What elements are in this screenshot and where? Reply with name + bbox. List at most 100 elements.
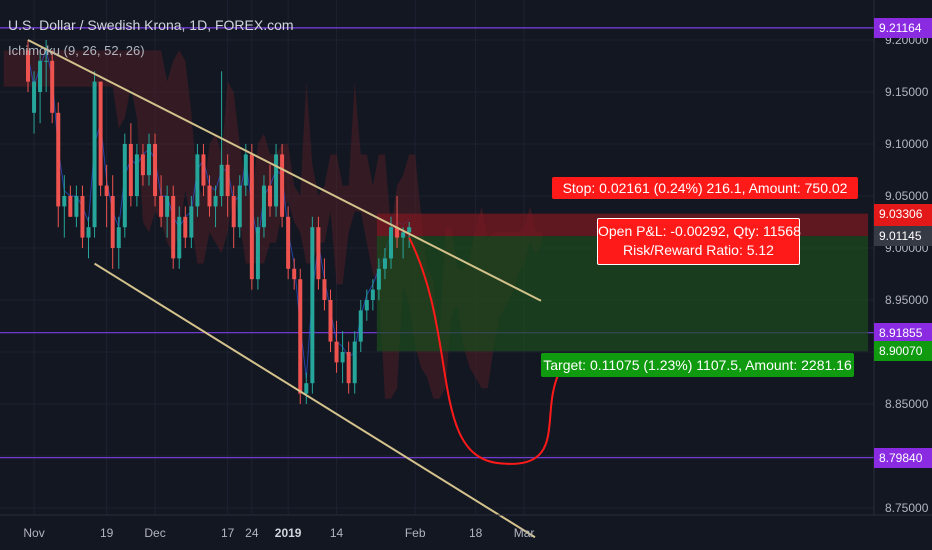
candles bbox=[26, 40, 412, 404]
channel-lines bbox=[27, 39, 542, 539]
price-tag: 8.91855 bbox=[874, 322, 932, 343]
candle-body bbox=[237, 185, 242, 228]
candle-body bbox=[261, 185, 266, 228]
candle-body bbox=[376, 268, 381, 290]
candle-body bbox=[50, 60, 55, 113]
pnl-box[interactable]: Open P&L: -0.00292, Qty: 11568 Risk/Rewa… bbox=[597, 218, 801, 265]
time-tick-label: Feb bbox=[404, 526, 426, 540]
candle-body bbox=[370, 289, 375, 300]
candle-body bbox=[26, 50, 30, 82]
candle-body bbox=[201, 154, 206, 186]
candle-body bbox=[389, 227, 393, 259]
price-tick-label: 9.05000 bbox=[885, 189, 929, 203]
candle-body bbox=[322, 279, 327, 300]
candle-body bbox=[38, 60, 43, 92]
price-tick-label: 9.15000 bbox=[885, 85, 929, 99]
candle-body bbox=[401, 232, 406, 238]
time-tick-label: Mar bbox=[513, 526, 535, 540]
candle-body bbox=[213, 196, 218, 207]
candle-body bbox=[407, 227, 412, 233]
candle-body bbox=[207, 185, 212, 207]
candle-body bbox=[44, 60, 49, 62]
candle-body bbox=[274, 154, 279, 207]
candle-body bbox=[122, 144, 127, 228]
time-tick-label: 17 bbox=[220, 526, 235, 540]
chart-title: U.S. Dollar / Swedish Krona, 1D, FOREX.c… bbox=[8, 17, 294, 33]
stop-label: Stop: 0.02161 (0.24%) 216.1, Amount: 750… bbox=[562, 180, 848, 196]
candle-body bbox=[62, 196, 67, 207]
price-tag: 8.79840 bbox=[874, 447, 932, 468]
time-tick-label: 18 bbox=[469, 526, 483, 540]
ichimoku-cloud bbox=[3, 48, 543, 399]
price-tick-label: 8.75000 bbox=[885, 501, 929, 515]
candle-body bbox=[134, 154, 139, 196]
price-tag: 9.01145 bbox=[874, 226, 932, 247]
candle-body bbox=[68, 196, 73, 217]
candle-body bbox=[104, 185, 109, 196]
candle-body bbox=[334, 341, 339, 363]
candle-body bbox=[225, 164, 230, 196]
price-tag: 9.21164 bbox=[874, 17, 932, 38]
time-tick-label: 2019 bbox=[274, 526, 302, 540]
candle-body bbox=[395, 227, 400, 238]
price-tick-label: 8.85000 bbox=[885, 397, 929, 411]
stop-box[interactable]: Stop: 0.02161 (0.24%) 216.1, Amount: 750… bbox=[552, 177, 858, 199]
target-box[interactable]: Target: 0.11075 (1.23%) 1107.5, Amount: … bbox=[541, 353, 854, 377]
forecast-curve bbox=[408, 237, 561, 465]
candle-body bbox=[292, 268, 297, 280]
candle-body bbox=[249, 154, 254, 280]
candle-body bbox=[189, 206, 194, 238]
candle-body bbox=[98, 81, 103, 186]
candle-body bbox=[340, 352, 345, 363]
candle-body bbox=[352, 341, 357, 384]
price-tag: 8.90070 bbox=[874, 341, 932, 362]
candle-body bbox=[346, 352, 351, 384]
candle-body bbox=[268, 185, 272, 207]
candle-body bbox=[56, 112, 61, 207]
price-tick-label: 8.95000 bbox=[885, 293, 929, 307]
candle-body bbox=[86, 227, 91, 238]
candle-body bbox=[310, 227, 315, 384]
candle-body bbox=[140, 154, 145, 176]
candle-body bbox=[147, 144, 151, 176]
candle-body bbox=[32, 81, 37, 113]
candle-body bbox=[304, 383, 309, 394]
forecast-path bbox=[408, 237, 561, 465]
candle-body bbox=[382, 258, 387, 269]
candle-body bbox=[165, 196, 170, 217]
channel-line bbox=[94, 262, 536, 539]
candle-body bbox=[159, 196, 164, 217]
time-tick-label: Dec bbox=[144, 526, 166, 540]
candle-body bbox=[177, 216, 182, 259]
candle-body bbox=[286, 216, 291, 269]
candle-body bbox=[364, 300, 369, 311]
pnl-label: Open P&L: -0.00292, Qty: 11568 bbox=[598, 223, 801, 239]
time-tick-label: Nov bbox=[23, 526, 45, 540]
candle-body bbox=[280, 154, 285, 217]
candle-body bbox=[195, 154, 200, 207]
candle-body bbox=[328, 300, 333, 342]
kijun-line bbox=[27, 48, 410, 379]
candle-body bbox=[74, 196, 79, 217]
candle-body bbox=[153, 144, 158, 196]
candle-body bbox=[298, 279, 303, 394]
candle-body bbox=[243, 154, 248, 186]
indicator-label: Ichimoku (9, 26, 52, 26) bbox=[8, 43, 145, 58]
time-tick-label: 14 bbox=[329, 526, 344, 540]
price-tick-label: 9.10000 bbox=[885, 137, 929, 151]
channel-line bbox=[27, 39, 542, 302]
candle-body bbox=[92, 81, 97, 228]
risk-reward-label: Risk/Reward Ratio: 5.12 bbox=[623, 242, 774, 258]
candle-body bbox=[255, 227, 260, 280]
candle-body bbox=[128, 144, 133, 196]
candle-body bbox=[80, 196, 85, 238]
price-tag: 9.03306 bbox=[874, 203, 932, 224]
candle-body bbox=[358, 310, 363, 342]
time-tick-label: 24 bbox=[245, 526, 259, 540]
candle-body bbox=[116, 227, 121, 248]
candle-body bbox=[171, 196, 176, 259]
candle-body bbox=[110, 196, 115, 248]
candle-body bbox=[231, 196, 236, 228]
target-label: Target: 0.11075 (1.23%) 1107.5, Amount: … bbox=[543, 357, 852, 373]
